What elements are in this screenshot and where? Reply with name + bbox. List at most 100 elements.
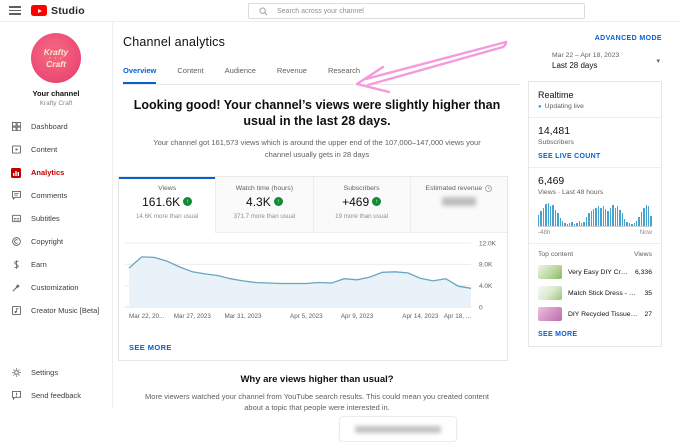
gear-icon <box>11 368 21 378</box>
channel-name: Krafty Craft <box>0 100 112 107</box>
customization-icon <box>11 283 21 293</box>
top-content-label: Top content <box>538 251 573 258</box>
axis-left-label: -48h <box>538 229 550 236</box>
brand-text: Studio <box>51 5 85 17</box>
svg-text:Apr 9, 2023: Apr 9, 2023 <box>341 313 374 320</box>
trend-up-icon: ↑ <box>372 197 381 206</box>
feedback-icon <box>11 391 21 401</box>
date-range-selector[interactable]: Mar 22 – Apr 18, 2023 Last 28 days ▾ <box>552 52 660 70</box>
metric-cards: Views 161.6K ↑ 14.6K more than usual Wat… <box>119 177 507 233</box>
main-content: Channel analytics Overview Content Audie… <box>114 22 520 409</box>
sidebar-item-earn[interactable]: Earn <box>0 253 112 276</box>
updating-live: ●Updating live <box>538 103 652 110</box>
insight-section: Why are views higher than usual? More vi… <box>114 374 520 414</box>
svg-text:Apr 14, 2023: Apr 14, 2023 <box>402 313 439 320</box>
svg-text:0: 0 <box>479 304 483 311</box>
realtime-title: Realtime <box>538 90 652 100</box>
analytics-tabs: Overview Content Audience Revenue Resear… <box>123 61 520 85</box>
tab-content[interactable]: Content <box>177 61 203 84</box>
tab-revenue[interactable]: Revenue <box>277 61 307 84</box>
earn-icon <box>11 260 21 270</box>
search-input[interactable]: Search across your channel <box>248 3 585 19</box>
dashboard-icon <box>11 122 21 132</box>
cta-blurred-text <box>355 426 441 433</box>
top-content-row[interactable]: DIY Recycled Tissue Roll Ka... 27 <box>538 307 652 321</box>
trend-up-icon: ↑ <box>274 197 283 206</box>
metric-card-views[interactable]: Views 161.6K ↑ 14.6K more than usual <box>119 177 215 233</box>
views-line-chart[interactable]: 12.0K 8.0K 4.0K 0 Mar 22, 20... Mar 27, 2023 M… <box>119 233 507 331</box>
svg-text:4.0K: 4.0K <box>479 283 493 290</box>
svg-text:8.0K: 8.0K <box>479 261 493 268</box>
video-thumbnail <box>538 265 562 279</box>
sidebar-item-creator-music[interactable]: Creator Music [Beta] <box>0 299 112 322</box>
sidebar-item-analytics[interactable]: Analytics <box>0 161 112 184</box>
sidebar-footer: Settings Send feedback <box>0 361 112 407</box>
chevron-down-icon: ▾ <box>656 57 660 65</box>
video-thumbnail <box>538 286 562 300</box>
insight-body: More viewers watched your channel from Y… <box>145 391 490 414</box>
music-icon <box>11 306 21 316</box>
sidebar-item-copyright[interactable]: Copyright <box>0 230 112 253</box>
subtitles-icon <box>11 214 21 224</box>
top-content-row[interactable]: Match Stick Dress - Easy 5 ... 35 <box>538 286 652 300</box>
right-rail: ADVANCED MODE Mar 22 – Apr 18, 2023 Last… <box>524 22 680 409</box>
top-app-bar: Studio Search across your channel <box>0 0 680 22</box>
youtube-studio-logo[interactable]: Studio <box>31 5 85 17</box>
menu-icon[interactable] <box>9 4 21 17</box>
see-live-count-link[interactable]: SEE LIVE COUNT <box>538 153 652 160</box>
date-range-text: Mar 22 – Apr 18, 2023 <box>552 52 619 59</box>
realtime-views-label: Views · Last 48 hours <box>538 189 652 196</box>
realtime-subscribers-label: Subscribers <box>538 139 652 146</box>
sidebar-item-send-feedback[interactable]: Send feedback <box>0 384 112 407</box>
sidebar-menu: Dashboard Content Analytics Comments Sub… <box>0 115 112 322</box>
svg-text:Apr 18, ...: Apr 18, ... <box>444 313 472 320</box>
sidebar-item-comments[interactable]: Comments <box>0 184 112 207</box>
realtime-subscribers-value: 14,481 <box>538 125 652 137</box>
analytics-card: Views 161.6K ↑ 14.6K more than usual Wat… <box>118 176 508 361</box>
search-placeholder: Search across your channel <box>277 8 364 15</box>
comments-icon <box>11 191 21 201</box>
live-dot-icon: ● <box>538 104 542 110</box>
sidebar: Krafty • • • Craft Your channel Krafty C… <box>0 22 113 409</box>
metric-card-watch-time[interactable]: Watch time (hours) 4.3K ↑ 371.7 more tha… <box>215 177 312 233</box>
metric-card-subscribers[interactable]: Subscribers +469 ↑ 19 more than usual <box>313 177 410 233</box>
tab-audience[interactable]: Audience <box>225 61 256 84</box>
copyright-icon <box>11 237 21 247</box>
insight-cta-card[interactable] <box>339 416 457 442</box>
tab-research[interactable]: Research <box>328 61 360 84</box>
page-title: Channel analytics <box>123 35 520 49</box>
realtime-card: Realtime ●Updating live 14,481 Subscribe… <box>528 81 662 347</box>
see-more-link[interactable]: SEE MORE <box>119 336 182 360</box>
summary-headline: Looking good! Your channel’s views were … <box>131 98 503 129</box>
estimated-revenue-blurred-value <box>442 197 476 206</box>
youtube-play-icon <box>31 5 47 16</box>
summary-subtext: Your channel got 161,573 views which is … <box>147 137 487 160</box>
channel-avatar[interactable]: Krafty • • • Craft <box>31 33 81 83</box>
advanced-mode-link[interactable]: ADVANCED MODE <box>524 35 662 42</box>
views-column-label: Views <box>634 251 652 258</box>
sidebar-item-settings[interactable]: Settings <box>0 361 112 384</box>
top-content-row[interactable]: Very Easy DIY Craft Flowe... 6,336 <box>538 265 652 279</box>
svg-text:Mar 22, 20...: Mar 22, 20... <box>129 313 165 320</box>
realtime-bar-chart[interactable] <box>538 203 652 227</box>
realtime-views-value: 6,469 <box>538 175 652 187</box>
realtime-see-more-link[interactable]: SEE MORE <box>538 331 652 338</box>
analytics-icon <box>11 168 21 178</box>
content-icon <box>11 145 21 155</box>
sidebar-item-dashboard[interactable]: Dashboard <box>0 115 112 138</box>
sidebar-item-content[interactable]: Content <box>0 138 112 161</box>
svg-text:Mar 31, 2023: Mar 31, 2023 <box>224 313 262 320</box>
svg-text:12.0K: 12.0K <box>479 240 497 247</box>
sidebar-item-subtitles[interactable]: Subtitles <box>0 207 112 230</box>
sidebar-item-customization[interactable]: Customization <box>0 276 112 299</box>
svg-text:Apr 5, 2023: Apr 5, 2023 <box>290 313 323 320</box>
svg-text:Mar 27, 2023: Mar 27, 2023 <box>174 313 212 320</box>
search-icon <box>259 7 268 16</box>
trend-up-icon: ↑ <box>183 197 192 206</box>
metric-card-estimated-revenue[interactable]: Estimated revenue <box>410 177 507 233</box>
delayed-info-icon <box>485 185 492 192</box>
insight-title: Why are views higher than usual? <box>114 374 520 385</box>
date-preset-text: Last 28 days <box>552 61 619 70</box>
axis-right-label: Now <box>640 229 652 236</box>
tab-overview[interactable]: Overview <box>123 61 156 84</box>
